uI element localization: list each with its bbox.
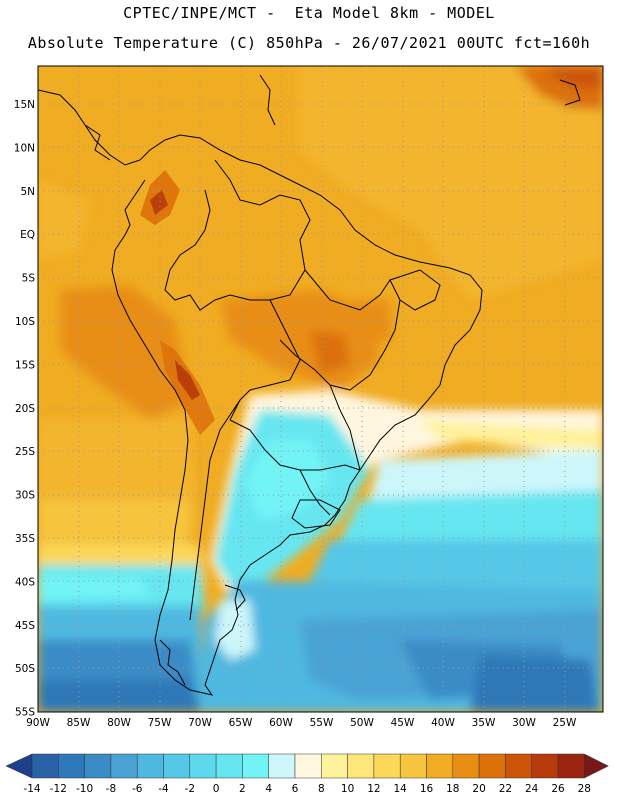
lat-label: 25S: [15, 446, 35, 458]
colorbar-labels: -14 -12 -10 -8 -6 -4 -2 0 2 4 6 8 10 12 14 16 18 20 22 24 26…: [23, 783, 591, 795]
colorbar-swatch: [426, 753, 454, 779]
lat-label: 10S: [15, 316, 35, 328]
lon-label: 30W: [512, 717, 536, 729]
lon-label: 60W: [269, 717, 293, 729]
colorbar-swatch: [373, 753, 401, 779]
coastlines: [38, 74, 581, 696]
colorbar-label: 4: [265, 783, 272, 795]
temperature-field: [38, 66, 603, 712]
lat-label: 10N: [14, 142, 35, 154]
title-line-1: CPTEC/INPE/MCT - Eta Model 8km - MODEL: [123, 4, 495, 22]
colorbar-label: 12: [367, 783, 380, 795]
lat-label: 15S: [15, 359, 35, 371]
colorbar-label: 20: [472, 783, 485, 795]
colorbar-label: 8: [318, 783, 325, 795]
colorbar-label: -12: [50, 783, 67, 795]
colorbar-swatch: [110, 753, 138, 779]
colorbar-label: 16: [420, 783, 434, 795]
colorbar-label: 6: [292, 783, 299, 795]
title-line-2: Absolute Temperature (C) 850hPa - 26/07/…: [27, 34, 591, 52]
colorbar-swatch: [399, 753, 427, 779]
colorbar-label: 10: [341, 783, 354, 795]
colorbar-label: 18: [446, 783, 459, 795]
lat-label: 20S: [15, 403, 35, 415]
colorbar-label: 28: [578, 783, 591, 795]
lon-label: 50W: [350, 717, 374, 729]
lon-label: 90W: [26, 717, 50, 729]
lon-label: 85W: [67, 717, 91, 729]
colorbar-swatch: [84, 753, 112, 779]
lat-label: 5S: [22, 273, 36, 285]
colorbar-swatch: [321, 753, 348, 779]
colorbar-swatch: [58, 753, 85, 779]
lat-label: 35S: [15, 533, 35, 545]
lat-label: 5N: [20, 186, 35, 198]
lon-label: 70W: [188, 717, 212, 729]
lat-label: 15N: [14, 99, 35, 111]
colorbar-swatch: [478, 753, 506, 779]
lon-label: 40W: [431, 717, 455, 729]
colorbar-label: -8: [106, 783, 116, 795]
colorbar-label: 24: [525, 783, 539, 795]
lon-label: 80W: [107, 717, 131, 729]
colorbar-swatch: [268, 753, 296, 779]
colorbar-label: -6: [132, 783, 143, 795]
colorbar-swatch: [347, 753, 375, 779]
longitude-labels: 90W 85W 80W 75W 70W 65W 60W 55W 50W 45W 40W 35W 30W 2…: [26, 717, 577, 729]
colorbar-arrow-low: [5, 753, 33, 779]
colorbar-swatch: [242, 753, 269, 779]
colorbar-swatch: [215, 753, 243, 779]
lat-label: EQ: [20, 229, 35, 241]
lat-label: 55S: [15, 707, 35, 719]
lat-label: 30S: [15, 490, 35, 502]
lon-label: 25W: [553, 717, 577, 729]
colorbar-label: -4: [158, 783, 169, 795]
colorbar-swatch: [294, 753, 322, 779]
lat-lon-grid: [38, 66, 603, 712]
lon-label: 75W: [148, 717, 172, 729]
colorbar-swatch: [136, 753, 164, 779]
colorbar-swatch: [189, 753, 217, 779]
lat-label: 50S: [15, 663, 35, 675]
lon-label: 45W: [391, 717, 415, 729]
colorbar-label: -14: [23, 783, 40, 795]
colorbar-swatch: [31, 753, 59, 779]
colorbar-label: 0: [213, 783, 220, 795]
colorbar-swatch: [163, 753, 191, 779]
lon-label: 65W: [229, 717, 253, 729]
colorbar-swatch: [557, 753, 585, 779]
latitude-labels: 15N 10N 5N EQ 5S 10S 15S 20S 25S 30S 35S 40S 45S 50S 5…: [14, 99, 36, 719]
colorbar-swatch: [505, 753, 532, 779]
colorbar-label: 2: [239, 783, 246, 795]
colorbar-label: -10: [76, 783, 93, 795]
lon-label: 35W: [472, 717, 496, 729]
colorbar-arrow-high: [584, 753, 609, 779]
colorbar-label: 26: [551, 783, 565, 795]
lon-label: 55W: [310, 717, 334, 729]
colorbar-label: 14: [394, 783, 408, 795]
lat-label: 40S: [15, 576, 35, 588]
colorbar-label: 22: [499, 783, 512, 795]
colorbar: [5, 753, 609, 779]
lat-label: 45S: [15, 620, 35, 632]
colorbar-label: -2: [185, 783, 195, 795]
colorbar-swatch: [531, 753, 559, 779]
colorbar-swatch: [452, 753, 480, 779]
